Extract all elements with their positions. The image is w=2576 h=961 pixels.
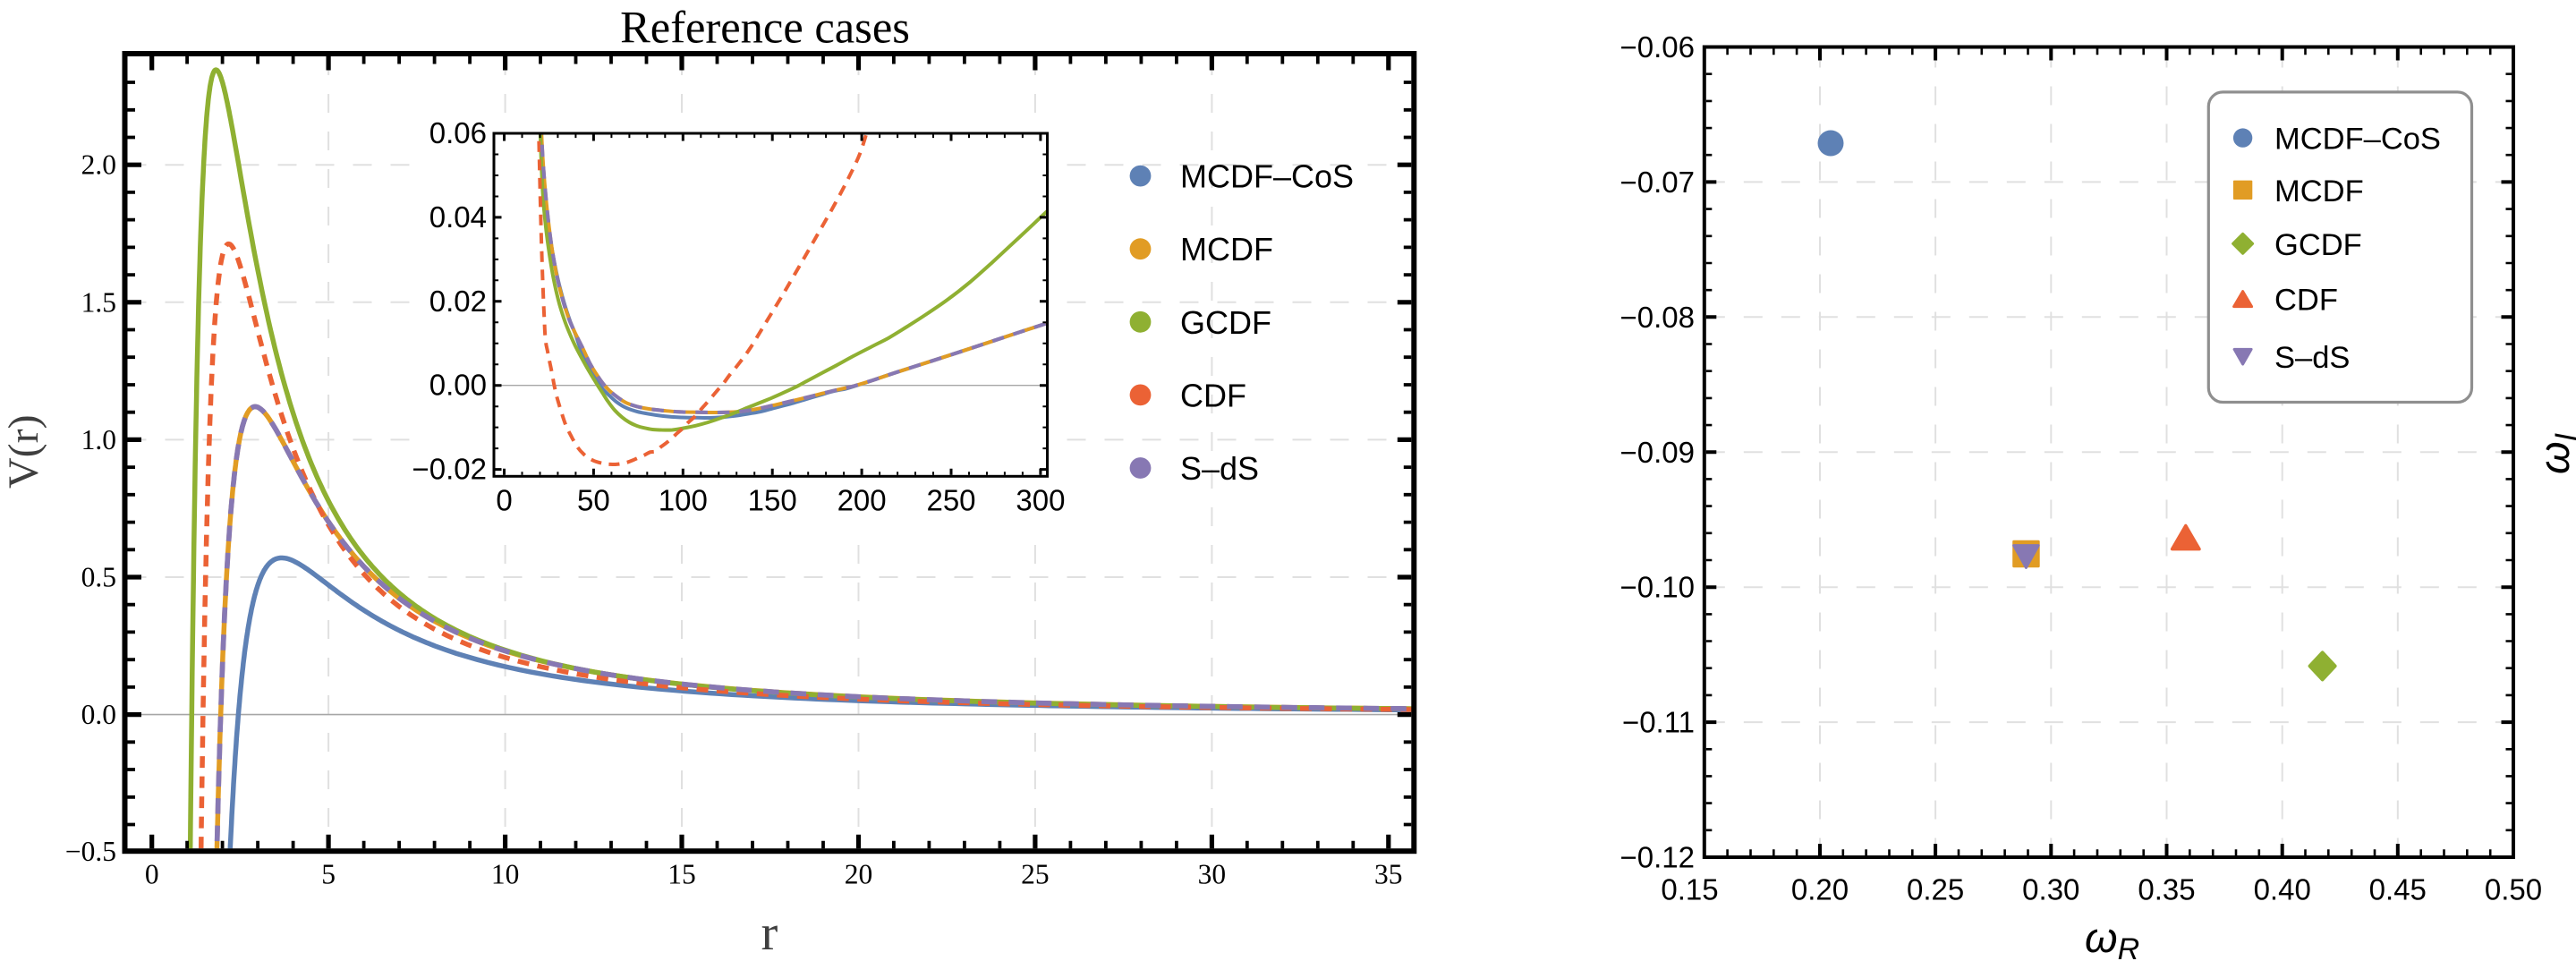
- svg-text:0.06: 0.06: [429, 116, 487, 149]
- svg-text:MCDF: MCDF: [1180, 231, 1273, 268]
- svg-text:50: 50: [577, 484, 610, 517]
- svg-text:S–dS: S–dS: [2274, 341, 2350, 375]
- svg-text:MCDF: MCDF: [2274, 174, 2364, 208]
- svg-text:−0.09: −0.09: [1620, 436, 1696, 469]
- svg-text:25: 25: [1021, 859, 1050, 890]
- svg-text:−0.10: −0.10: [1620, 571, 1696, 604]
- svg-text:0.20: 0.20: [1791, 873, 1849, 906]
- svg-text:15: 15: [667, 859, 696, 890]
- svg-text:0: 0: [145, 859, 159, 890]
- svg-text:CDF: CDF: [1180, 377, 1246, 413]
- svg-text:150: 150: [748, 484, 797, 517]
- svg-text:30: 30: [1198, 859, 1227, 890]
- svg-text:MCDF–CoS: MCDF–CoS: [2274, 123, 2441, 157]
- svg-text:300: 300: [1016, 484, 1065, 517]
- svg-text:35: 35: [1374, 859, 1403, 890]
- svg-text:−0.5: −0.5: [65, 836, 116, 867]
- svg-text:0.35: 0.35: [2138, 873, 2195, 906]
- svg-text:10: 10: [491, 859, 520, 890]
- svg-text:0.40: 0.40: [2254, 873, 2311, 906]
- svg-text:0.50: 0.50: [2485, 873, 2542, 906]
- svg-text:0.15: 0.15: [1661, 873, 1718, 906]
- svg-text:2.0: 2.0: [81, 149, 116, 181]
- svg-text:100: 100: [659, 484, 708, 517]
- svg-text:MCDF–CoS: MCDF–CoS: [1180, 158, 1354, 195]
- svg-text:GCDF: GCDF: [2274, 228, 2362, 262]
- svg-text:250: 250: [926, 484, 975, 517]
- svg-text:0.00: 0.00: [429, 369, 487, 402]
- svg-text:CDF: CDF: [2274, 283, 2338, 317]
- svg-text:0.04: 0.04: [429, 200, 487, 234]
- svg-text:5: 5: [321, 859, 336, 890]
- svg-text:0: 0: [496, 484, 512, 517]
- svg-text:−0.11: −0.11: [1622, 706, 1695, 739]
- svg-text:Reference cases: Reference cases: [620, 3, 910, 53]
- svg-text:0.30: 0.30: [2022, 873, 2079, 906]
- svg-text:0.25: 0.25: [1907, 873, 1964, 906]
- svg-text:V(r): V(r): [0, 414, 47, 489]
- svg-text:0.45: 0.45: [2369, 873, 2427, 906]
- svg-text:0.02: 0.02: [429, 285, 487, 318]
- svg-text:0.0: 0.0: [81, 699, 116, 730]
- svg-text:1.5: 1.5: [81, 286, 116, 318]
- svg-text:200: 200: [837, 484, 887, 517]
- svg-text:−0.06: −0.06: [1620, 30, 1696, 64]
- svg-text:−0.12: −0.12: [1620, 841, 1696, 874]
- svg-text:−0.08: −0.08: [1620, 301, 1696, 334]
- svg-text:−0.02: −0.02: [412, 453, 488, 486]
- svg-text:−0.07: −0.07: [1620, 166, 1696, 199]
- svg-text:0.5: 0.5: [81, 562, 116, 593]
- svg-text:r: r: [761, 906, 778, 961]
- svg-text:1.0: 1.0: [81, 424, 116, 455]
- svg-text:S–dS: S–dS: [1180, 450, 1259, 487]
- svg-text:GCDF: GCDF: [1180, 304, 1271, 341]
- svg-text:20: 20: [845, 859, 873, 890]
